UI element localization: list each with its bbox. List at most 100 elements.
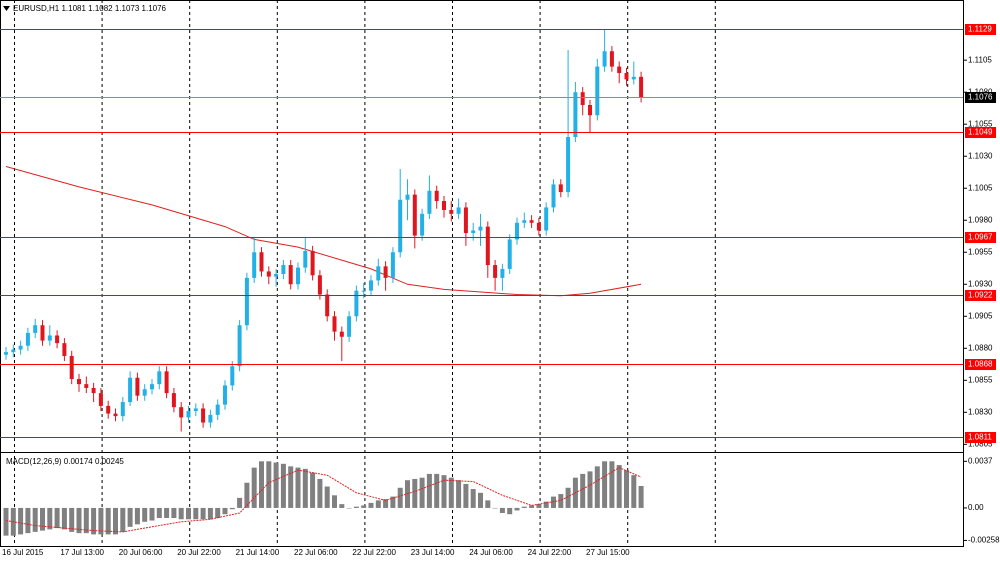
y-tick-label: 1.1055	[968, 119, 993, 128]
level-label: 1.1129	[968, 25, 992, 34]
histogram-bar	[207, 507, 213, 520]
histogram-bar	[237, 497, 243, 508]
candle-body	[383, 266, 388, 278]
x-tick-label: 16 Jul 2015	[2, 548, 44, 557]
candle-body	[595, 66, 600, 116]
candle-body	[128, 377, 133, 403]
candle-body	[332, 316, 337, 332]
histogram-bar	[54, 507, 60, 529]
histogram-bar	[353, 506, 359, 508]
x-tick-label: 20 Jul 22:00	[177, 548, 221, 557]
candle-body	[186, 411, 191, 418]
y-tick-label: 1.1005	[968, 183, 993, 192]
x-tick-label: 24 Jul 06:00	[469, 548, 513, 557]
candle-body	[449, 209, 454, 214]
histogram-bar	[397, 487, 403, 508]
histogram-bar	[426, 473, 432, 508]
y-tick-label: 0.0037	[968, 456, 993, 465]
candle-body	[485, 226, 490, 266]
candle-body	[274, 274, 279, 277]
histogram-bar	[295, 467, 301, 508]
candle-body	[588, 104, 592, 116]
histogram-bar	[222, 507, 228, 515]
candle-body	[420, 213, 425, 236]
y-tick-label: 1.1105	[968, 55, 992, 64]
histogram-bar	[558, 494, 564, 508]
candle-body	[573, 92, 578, 138]
histogram-bar	[259, 461, 264, 508]
histogram-bar	[602, 461, 608, 508]
histogram-bar	[332, 495, 337, 508]
histogram-bar	[448, 477, 454, 508]
menu-triangle[interactable]	[3, 6, 10, 11]
histogram-bar	[61, 507, 67, 530]
histogram-bar	[120, 507, 126, 532]
candle-body	[339, 331, 344, 337]
histogram-bar	[324, 486, 330, 508]
level-label-box	[965, 432, 996, 443]
candle-body	[639, 76, 644, 98]
level-label-box	[965, 127, 996, 138]
candle-body	[288, 265, 293, 285]
candle-body	[266, 271, 271, 277]
candle-body	[18, 345, 23, 350]
candle-body	[33, 325, 38, 333]
price-label: 1.1076	[968, 93, 993, 102]
candle-body	[442, 201, 446, 210]
histogram-bar	[551, 496, 556, 508]
candle-body	[84, 384, 89, 388]
histogram-bar	[339, 504, 345, 508]
candle-body	[164, 371, 169, 394]
histogram-bar	[273, 462, 279, 508]
histogram-bar	[215, 507, 221, 519]
candle-body	[296, 267, 300, 285]
histogram-bar	[609, 461, 615, 508]
candle-body	[551, 184, 556, 208]
candle-body	[310, 250, 315, 276]
histogram-bar	[514, 507, 520, 511]
histogram-bar	[156, 507, 162, 519]
histogram-bar	[507, 507, 513, 515]
histogram-bar	[310, 472, 316, 508]
candle-body	[113, 413, 118, 417]
histogram-bar	[536, 504, 542, 508]
y-tick-label: 1.0905	[968, 311, 993, 320]
histogram-bar	[390, 496, 396, 508]
x-tick-label: 21 Jul 14:00	[236, 548, 280, 557]
candle-body	[325, 294, 330, 317]
candle-body	[507, 239, 512, 269]
y-tick-label: 1.1030	[968, 151, 993, 160]
histogram-bar	[280, 463, 286, 508]
level-label: 1.1049	[968, 128, 993, 137]
candle-body	[201, 408, 206, 423]
histogram-bar	[543, 501, 549, 508]
candle-body	[369, 280, 373, 291]
candle-body	[69, 355, 74, 380]
y-tick-label: 1.0880	[968, 343, 993, 352]
histogram-bar	[69, 507, 75, 532]
histogram-bar	[419, 477, 425, 508]
candle-body	[427, 190, 432, 214]
histogram-bar	[529, 505, 535, 508]
candle-body	[223, 385, 227, 405]
candle-body	[478, 226, 483, 231]
plot-frame	[0, 0, 964, 547]
histogram-bar	[478, 492, 483, 508]
histogram-bar	[463, 483, 469, 508]
level-label-box	[965, 359, 996, 370]
histogram-bar	[302, 468, 308, 508]
histogram-bar	[171, 507, 177, 519]
candle-body	[493, 265, 498, 278]
histogram-bar	[47, 507, 53, 530]
chart-title: EURUSD,H1 1.1081 1.1082 1.1073 1.1076	[13, 4, 167, 13]
candle-body	[631, 76, 636, 80]
y-tick-label: 1.0805	[968, 439, 993, 448]
candle-body	[376, 266, 381, 281]
candle-body	[471, 230, 476, 234]
histogram-bar	[317, 478, 323, 508]
candle-body	[405, 194, 410, 200]
x-tick-label: 24 Jul 22:00	[528, 548, 572, 557]
histogram-bar	[18, 507, 24, 535]
candle-body	[354, 290, 359, 317]
y-tick-label: 1.0980	[968, 215, 993, 224]
